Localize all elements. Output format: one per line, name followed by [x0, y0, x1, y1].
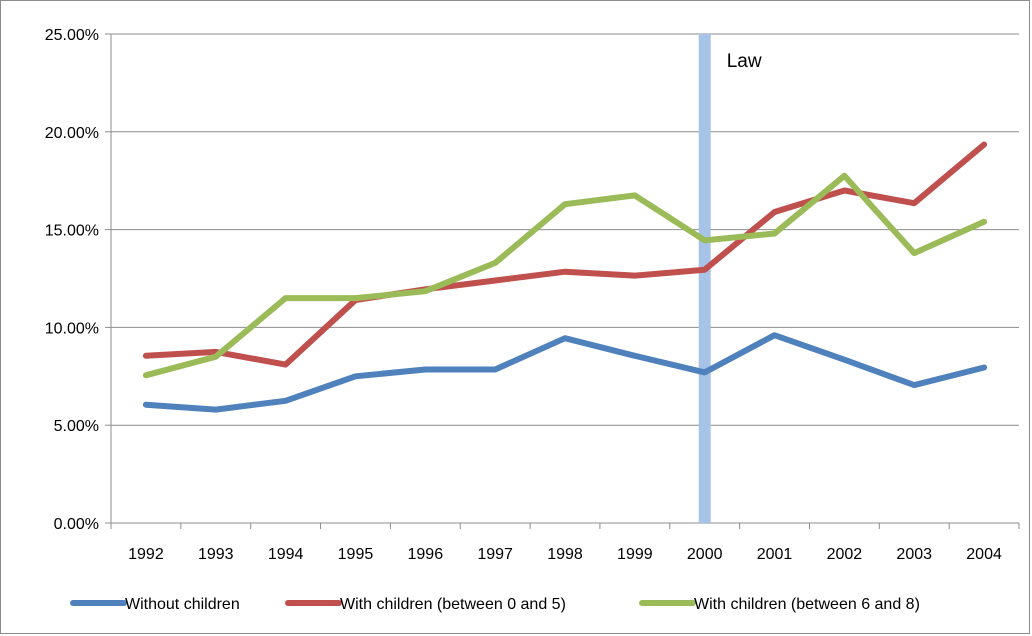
x-tick-label: 1994: [268, 546, 304, 563]
x-tick-label: 2000: [687, 546, 723, 563]
series-lines: [142, 141, 988, 413]
x-tick-label: 1993: [198, 546, 234, 563]
axes: [105, 33, 1020, 529]
y-tick-label: 20.00%: [45, 125, 99, 142]
x-tick-label: 1997: [477, 546, 513, 563]
x-tick-label: 2001: [757, 546, 793, 563]
x-tick-label: 1992: [128, 546, 164, 563]
series-line-2: [142, 141, 988, 368]
x-tick-label: 1995: [338, 546, 374, 563]
x-tick-label: 1999: [617, 546, 653, 563]
x-tick-label: 1998: [547, 546, 583, 563]
y-axis-tick-labels: 0.00% 5.00% 10.00% 15.00% 20.00% 25.00%: [45, 27, 99, 533]
x-tick-label: 1996: [408, 546, 444, 563]
law-marker-bar: [698, 34, 711, 523]
x-tick-label: 2002: [827, 546, 863, 563]
gridlines: [111, 33, 1019, 426]
y-tick-label: 5.00%: [54, 418, 99, 435]
x-axis-tick-labels: 1992 1993 1994 1995 1996 1997 1998 1999 2000 2001…: [128, 546, 1002, 563]
series-line-1: [142, 332, 988, 413]
legend-label-1: Without children: [125, 596, 240, 613]
legend: Without children With children (between 0…: [70, 596, 920, 613]
legend-label-2: With children (between 0 and 5): [340, 596, 566, 613]
y-tick-label: 15.00%: [45, 223, 99, 240]
y-tick-label: 0.00%: [54, 516, 99, 533]
law-label: Law: [727, 51, 762, 72]
x-tick-label: 2004: [966, 546, 1002, 563]
series-line-3: [142, 172, 988, 379]
x-tick-label: 2003: [896, 546, 932, 563]
legend-label-3: With children (between 6 and 8): [694, 596, 920, 613]
law-annotation: Law: [698, 34, 762, 523]
y-tick-label: 10.00%: [45, 320, 99, 337]
y-tick-label: 25.00%: [45, 27, 99, 44]
